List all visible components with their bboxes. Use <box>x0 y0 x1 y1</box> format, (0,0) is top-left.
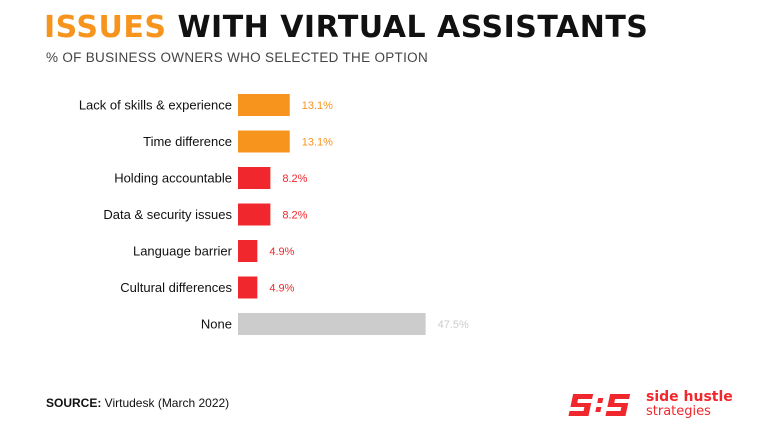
bar-chart: Lack of skills & experience 13.1% Time dif… <box>79 94 469 335</box>
chart-subtitle: % OF BUSINESS OWNERS WHO SELECTED THE OP… <box>46 50 428 65</box>
bar <box>238 276 258 299</box>
value-label: 4.9% <box>269 246 294 258</box>
category-label: Lack of skills & experience <box>79 98 232 113</box>
bar <box>238 240 258 262</box>
category-label: Cultural differences <box>120 280 232 295</box>
value-label: 8.2% <box>282 210 307 222</box>
title-accent: ISSUES <box>44 10 167 45</box>
bar <box>238 313 426 335</box>
chart-title: ISSUES WITH VIRTUAL ASSISTANTS <box>44 10 648 45</box>
value-label: 13.1% <box>302 137 333 149</box>
logo-line1: side hustle <box>646 389 733 405</box>
value-label: 8.2% <box>282 173 307 185</box>
bar <box>238 203 271 226</box>
category-label: Holding accountable <box>114 171 232 186</box>
source-label: SOURCE: <box>46 396 102 410</box>
category-label: Language barrier <box>133 244 233 259</box>
value-label: 4.9% <box>269 283 294 295</box>
source-text: Virtudesk (March 2022) <box>101 396 230 410</box>
bar <box>238 167 271 189</box>
brand-logo: side hustle strategies <box>566 390 756 424</box>
value-label: 47.5% <box>438 319 469 331</box>
category-label: None <box>201 317 232 332</box>
logo-mark-icon <box>568 394 631 416</box>
logo-text: side hustle strategies <box>646 390 733 418</box>
value-label: 13.1% <box>302 100 333 112</box>
bar <box>238 130 290 153</box>
title-rest: WITH VIRTUAL ASSISTANTS <box>166 10 649 45</box>
category-label: Time difference <box>143 134 232 149</box>
logo-line2: strategies <box>646 404 711 419</box>
category-label: Data & security issues <box>103 207 232 222</box>
source-note: SOURCE: Virtudesk (March 2022) <box>46 396 229 410</box>
bar <box>238 94 290 116</box>
